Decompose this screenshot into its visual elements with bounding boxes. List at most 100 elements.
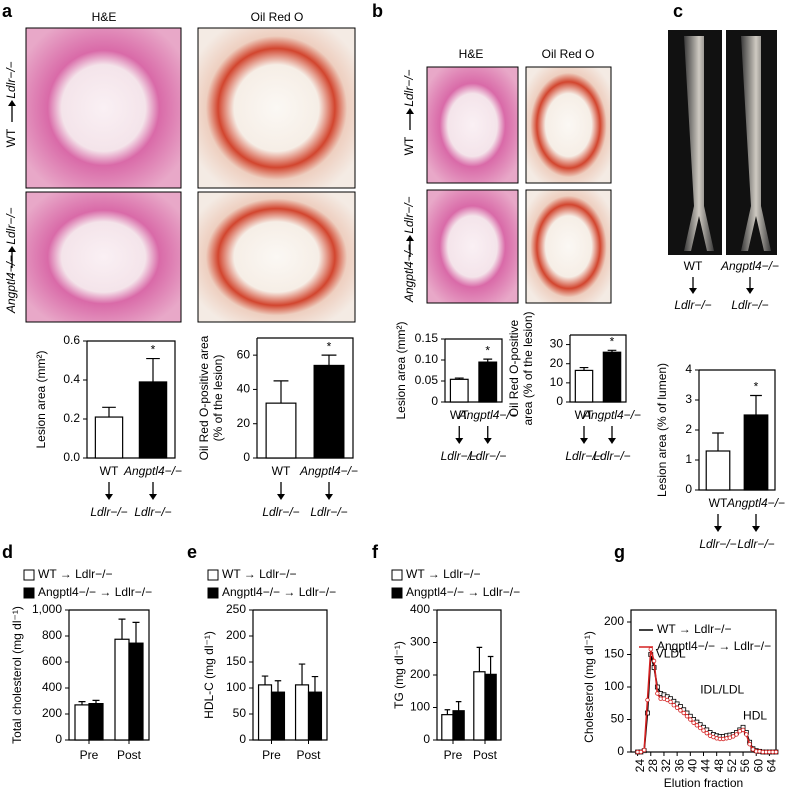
label: Ldlr−/− [310, 505, 347, 519]
x-tick-label: 28 [646, 759, 660, 773]
label: Total cholesterol (mg dl⁻¹) [10, 606, 24, 744]
label: Pre [262, 748, 281, 762]
y-tick-label: 30 [550, 337, 564, 351]
error-bar [132, 621, 140, 644]
label: WT [100, 464, 119, 478]
annotation: HDL [743, 708, 767, 722]
label: Lesion area (mm²) [34, 350, 48, 448]
label: Oil Red O-positive area [197, 335, 211, 460]
marker [665, 697, 670, 703]
marker [691, 720, 696, 725]
label: Angptl4−/− [402, 244, 416, 303]
label: Ldlr−/− [737, 537, 774, 551]
bar [473, 671, 486, 741]
bar [313, 364, 345, 459]
label: WT [272, 464, 291, 478]
error-bar [579, 366, 589, 371]
x-tick-label: 40 [685, 759, 699, 773]
arrow-head [714, 526, 722, 532]
y-tick-label: 800 [42, 628, 62, 642]
marker [655, 691, 660, 696]
x-tick-label: 64 [765, 759, 779, 773]
label: WT [402, 136, 416, 155]
label: WT [575, 408, 594, 422]
label: Elution fraction [664, 776, 743, 790]
error-bar [607, 349, 617, 353]
error-bar [261, 675, 269, 685]
micrographs [25, 27, 777, 323]
y-tick-label: 1 [685, 452, 692, 466]
label: Ldlr−/− [4, 207, 18, 244]
micrograph [25, 27, 182, 189]
marker [704, 730, 709, 736]
y-tick-label: 2 [685, 422, 692, 436]
y-tick-label: 0.6 [63, 333, 80, 347]
y-tick-label: 0.4 [63, 372, 80, 386]
axis [252, 609, 328, 741]
panel-letter: e [187, 542, 197, 562]
annotation: IDL/LDL [700, 682, 744, 696]
label: WT [709, 496, 728, 510]
label: Angptl4−/− [726, 496, 785, 510]
arrow-head [406, 108, 414, 114]
x-tick-label: 44 [699, 759, 713, 773]
label: Ldlr−/− [4, 61, 18, 98]
bar [74, 704, 90, 741]
error-bar [444, 709, 451, 715]
annotation: VLDL [656, 647, 686, 661]
axis [569, 334, 627, 403]
error-bar [78, 701, 86, 705]
y-tick-label: 150 [226, 654, 246, 668]
label: Oil Red O [542, 47, 595, 61]
y-tick-label: 0 [243, 450, 250, 464]
error-bar [274, 680, 282, 693]
error-bar [455, 701, 462, 711]
y-tick-label: 0.0 [63, 450, 80, 464]
legend-swatch [207, 569, 219, 581]
label: (% of the lesion) [211, 355, 225, 442]
bar [114, 638, 130, 741]
arrow-head [752, 526, 760, 532]
label: WT [684, 259, 703, 273]
line [637, 654, 776, 753]
arrow-head [608, 438, 616, 444]
bar [128, 642, 144, 741]
bar [478, 361, 498, 403]
bar [138, 381, 168, 459]
marker [730, 734, 736, 739]
legend-swatch [23, 587, 35, 599]
label: Ldlr−/− [565, 449, 602, 463]
bar [452, 710, 465, 741]
label: Ldlr−/− [469, 449, 506, 463]
error-bar [454, 377, 464, 380]
bar [307, 691, 323, 741]
legend-label: Angptl4−/− → Ldlr−/− [406, 585, 520, 599]
y-tick-label: 200 [604, 614, 624, 628]
error-bar [273, 380, 289, 404]
label: HDL-C (mg dl⁻¹) [202, 631, 216, 719]
marker [674, 705, 680, 710]
y-tick-label: 250 [226, 602, 246, 616]
legend-label: WT → Ldlr−/− [38, 567, 112, 581]
x-tick-label: 32 [659, 759, 673, 773]
marker [648, 647, 653, 652]
y-tick-label: 0.2 [63, 411, 80, 425]
x-tick-label: 60 [751, 759, 765, 773]
bar [705, 450, 731, 491]
arrow-head [325, 494, 333, 500]
error-bar [92, 699, 100, 704]
panel-letter: d [2, 542, 13, 562]
legend-label: WT → Ldlr−/− [657, 622, 731, 636]
y-tick-label: 0 [423, 732, 430, 746]
panel-letter: a [2, 1, 13, 21]
x-tick-label: 36 [672, 759, 686, 773]
bar [602, 351, 622, 403]
y-tick-label: 600 [42, 654, 62, 668]
label: Ldlr−/− [731, 298, 768, 312]
marker [678, 708, 683, 713]
bar [294, 684, 310, 741]
error-bar [750, 394, 762, 415]
axis [256, 337, 354, 459]
error-bar [321, 354, 337, 366]
label: * [151, 343, 156, 357]
